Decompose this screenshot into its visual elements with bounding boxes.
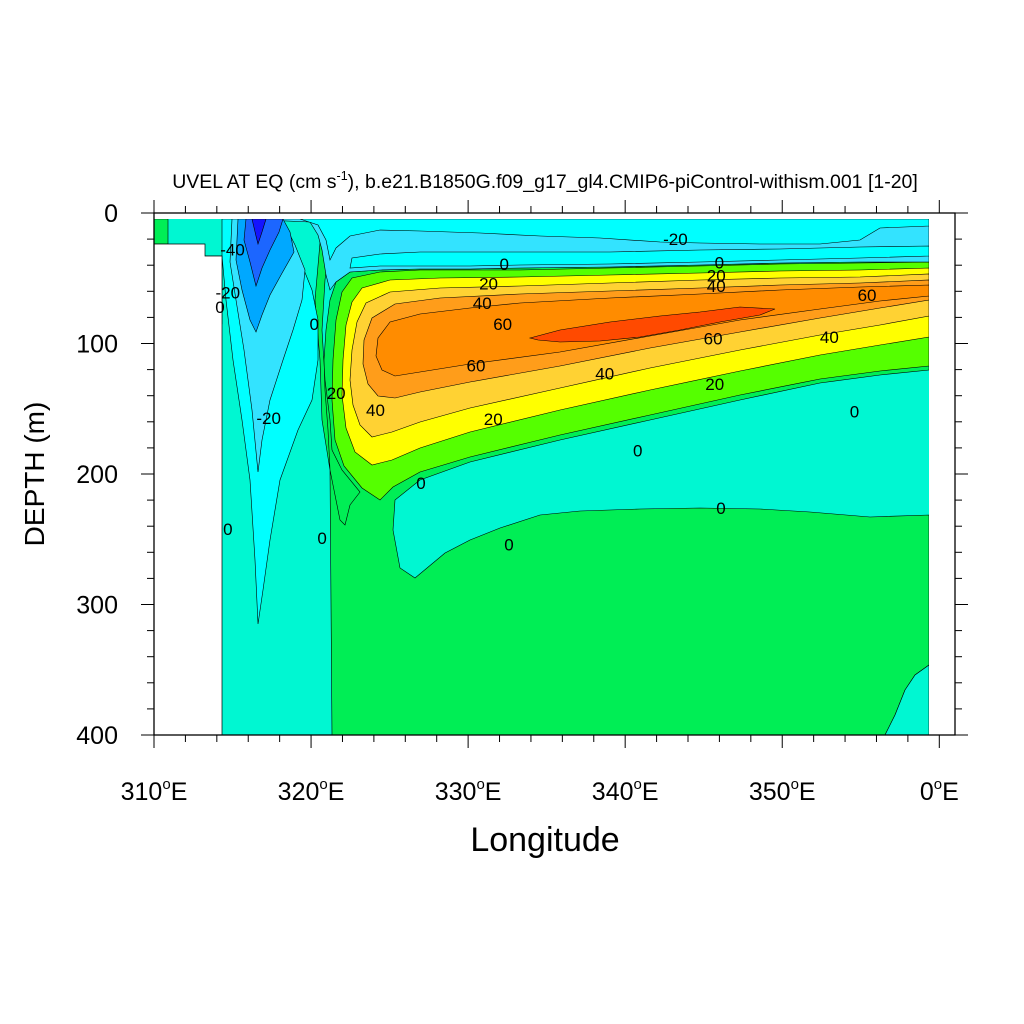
x-tick-label: 0oE xyxy=(920,776,959,806)
fill-surface-thin-band xyxy=(349,245,930,269)
x-tick-unit: E xyxy=(799,778,816,806)
contour-label: 0 xyxy=(215,298,224,317)
y-tick-label: 100 xyxy=(76,331,118,359)
contour-label: 0 xyxy=(715,254,724,273)
x-tick-number: 350 xyxy=(749,778,791,806)
fill-deep-corner xyxy=(884,664,930,735)
x-tick-label: 330oE xyxy=(435,776,502,806)
degree-symbol: o xyxy=(934,776,942,793)
contour-label: 0 xyxy=(309,315,318,334)
contour-label: 60 xyxy=(858,286,877,305)
y-tick-label: 400 xyxy=(76,722,118,750)
fill-surface-negative-inner xyxy=(299,218,930,261)
x-tick-label: 340oE xyxy=(592,776,659,806)
x-tick-label: 350oE xyxy=(749,776,816,806)
x-tick-label: 310oE xyxy=(121,776,188,806)
contour-label: 0 xyxy=(223,520,232,539)
contour-label: 40 xyxy=(820,328,839,347)
y-tick-label: 300 xyxy=(76,592,118,620)
contour-label: 20 xyxy=(484,410,503,429)
x-tick-unit: E xyxy=(171,778,188,806)
contour-label: -40 xyxy=(220,241,245,260)
x-tick-number: 310 xyxy=(121,778,163,806)
contour-label: 20 xyxy=(479,274,498,293)
x-tick-label: 320oE xyxy=(278,776,345,806)
x-tick-unit: E xyxy=(642,778,659,806)
contour-label: 60 xyxy=(704,329,723,348)
right-blank-strip xyxy=(929,213,955,735)
degree-symbol: o xyxy=(319,776,327,793)
contour-label: -20 xyxy=(256,409,281,428)
contour-label: 0 xyxy=(317,529,326,548)
title-prefix: UVEL AT EQ (cm s xyxy=(172,171,337,193)
contour-label: 0 xyxy=(504,535,513,554)
contour-fills xyxy=(154,213,955,735)
x-tick-number: 330 xyxy=(435,778,477,806)
x-axis: 310oE 320oE 330oE 340oE 350oE 0oE xyxy=(121,200,959,806)
contour-label: 0 xyxy=(716,499,725,518)
x-tick-number: 0 xyxy=(920,778,934,806)
y-axis-label: DEPTH (m) xyxy=(19,402,50,547)
contour-label: 40 xyxy=(366,401,385,420)
degree-symbol: o xyxy=(162,776,170,793)
contour-label: 0 xyxy=(850,402,859,421)
y-tick-label: 200 xyxy=(76,461,118,489)
contour-label: 60 xyxy=(493,315,512,334)
x-tick-unit: E xyxy=(485,778,502,806)
contour-label: 20 xyxy=(705,375,724,394)
contour-label: 60 xyxy=(467,357,486,376)
title-suffix: ), b.e21.B1850G.f09_g17_gl4.CMIP6-piCont… xyxy=(348,171,918,193)
fill-coast-positive xyxy=(154,218,169,245)
land-mask xyxy=(154,243,223,735)
contour-label: 0 xyxy=(633,442,642,461)
x-tick-unit: E xyxy=(328,778,345,806)
chart-title: UVEL AT EQ (cm s-1), b.e21.B1850G.f09_g1… xyxy=(172,169,918,193)
y-tick-label: 0 xyxy=(104,200,118,228)
contour-label: 20 xyxy=(327,384,346,403)
title-exponent: -1 xyxy=(337,169,348,183)
contour-label: 0 xyxy=(500,255,509,274)
contour-label: 20 xyxy=(707,267,726,286)
contour-label: -20 xyxy=(216,284,241,303)
degree-symbol: o xyxy=(476,776,484,793)
x-tick-number: 320 xyxy=(278,778,320,806)
x-axis-label: Longitude xyxy=(470,821,619,859)
x-tick-number: 340 xyxy=(592,778,634,806)
contour-label: 40 xyxy=(473,294,492,313)
degree-symbol: o xyxy=(791,776,799,793)
x-tick-unit: E xyxy=(942,778,959,806)
degree-symbol: o xyxy=(634,776,642,793)
contour-label: -20 xyxy=(663,230,688,249)
contour-label: 40 xyxy=(595,365,614,384)
contour-label: 40 xyxy=(707,277,726,296)
top-blank-strip xyxy=(154,213,955,219)
contour-label: 0 xyxy=(416,474,425,493)
fill-red-core xyxy=(528,306,776,343)
